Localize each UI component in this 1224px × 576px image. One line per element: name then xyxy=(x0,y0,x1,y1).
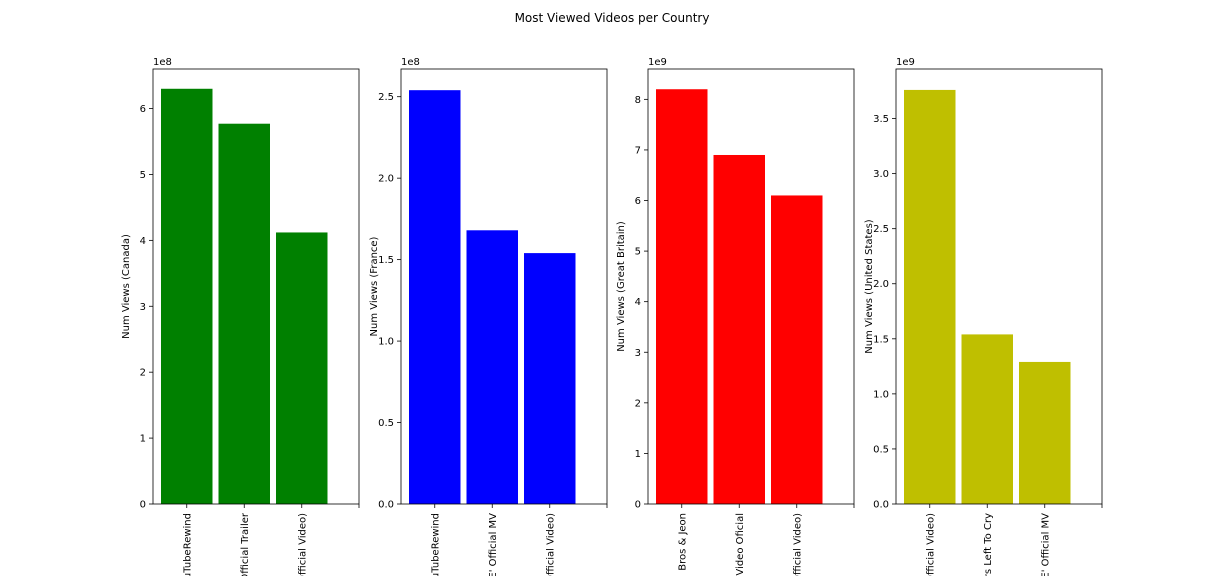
bar xyxy=(1019,361,1071,504)
y-tick-label: 8 xyxy=(635,95,641,106)
y-tick-label: 6 xyxy=(140,104,146,115)
scale-label: 1e9 xyxy=(648,57,667,68)
y-axis-label: Num Views (Canada) xyxy=(121,234,132,339)
bar xyxy=(524,253,576,504)
y-tick-label: 3.0 xyxy=(873,169,889,180)
y-tick-label: 4 xyxy=(140,236,146,247)
panel-4: (Official Video) rs Left To Cry E' Officia… xyxy=(864,57,1103,576)
bar xyxy=(466,230,518,505)
y-tick-label: 1.0 xyxy=(378,337,394,348)
y-axis-label: Num Views (Great Britain) xyxy=(616,221,627,352)
y-tick-label: 7 xyxy=(635,145,641,156)
y-tick-label: 0.0 xyxy=(873,500,889,511)
x-tick-label: (Official Video) xyxy=(297,513,308,576)
x-tick-label: Video Oficial xyxy=(735,513,746,576)
x-tick-label: Bros & Jeon xyxy=(677,513,688,571)
y-tick-label: 5 xyxy=(140,170,146,181)
x-tick-label: (Official Video) xyxy=(545,513,556,576)
x-tick-label: (Official Video) xyxy=(925,513,936,576)
bar xyxy=(904,89,956,505)
bar xyxy=(409,90,461,504)
y-tick-label: 2.5 xyxy=(873,224,889,235)
panel-3: Bros & Jeon Video Oficial (Official Video)… xyxy=(616,57,855,576)
x-tick-label: E' Official MV xyxy=(1040,513,1051,576)
y-tick-label: 1 xyxy=(140,434,146,445)
y-tick-label: 3 xyxy=(635,348,641,359)
scale-label: 1e8 xyxy=(401,57,420,68)
scale-label: 1e9 xyxy=(896,57,915,68)
bar xyxy=(961,334,1013,504)
y-tick-label: 1.0 xyxy=(873,389,889,400)
y-axis-label: Num Views (France) xyxy=(369,236,380,336)
bar xyxy=(656,89,708,505)
x-tick-label: E' Official MV xyxy=(488,513,499,576)
y-tick-label: 3 xyxy=(140,302,146,313)
y-tick-label: 2 xyxy=(140,368,146,379)
y-tick-label: 1.5 xyxy=(873,334,889,345)
y-tick-label: 1.5 xyxy=(378,255,394,266)
y-tick-label: 2 xyxy=(635,398,641,409)
y-tick-label: 1 xyxy=(635,449,641,460)
y-tick-label: 2.0 xyxy=(873,279,889,290)
x-tick-label: (Official Video) xyxy=(792,513,803,576)
axes-frame xyxy=(152,68,360,505)
y-tick-label: 0.5 xyxy=(378,418,394,429)
bar xyxy=(218,123,270,505)
y-tick-label: 6 xyxy=(635,196,641,207)
x-tick-label: YouTubeRewind xyxy=(430,513,441,576)
bar xyxy=(161,88,213,504)
x-tick-label: rs Left To Cry xyxy=(983,513,994,576)
x-tick-label: Official Trailer xyxy=(240,512,251,576)
x-tick-label: YouTubeRewind xyxy=(182,513,193,576)
figure-title: Most Viewed Videos per Country xyxy=(515,11,710,25)
panel-1: YouTubeRewind Official Trailer (Official V… xyxy=(121,57,360,576)
y-tick-label: 3.5 xyxy=(873,114,889,125)
axes-frame xyxy=(647,68,855,505)
y-tick-label: 0.5 xyxy=(873,444,889,455)
axes-frame xyxy=(400,68,608,505)
bar xyxy=(771,195,823,504)
y-axis-label: Num Views (United States) xyxy=(864,219,875,353)
y-tick-label: 0 xyxy=(635,500,641,511)
y-tick-label: 0 xyxy=(140,500,146,511)
bar xyxy=(713,154,765,504)
bar xyxy=(276,232,328,505)
y-tick-label: 0.0 xyxy=(378,500,394,511)
y-tick-label: 2.5 xyxy=(378,92,394,103)
y-tick-label: 4 xyxy=(635,297,641,308)
panel-2: YouTubeRewind E' Official MV (Official Vid… xyxy=(369,57,608,576)
scale-label: 1e8 xyxy=(153,57,172,68)
y-tick-label: 2.0 xyxy=(378,174,394,185)
y-tick-label: 5 xyxy=(635,247,641,258)
axes-frame xyxy=(895,68,1103,505)
